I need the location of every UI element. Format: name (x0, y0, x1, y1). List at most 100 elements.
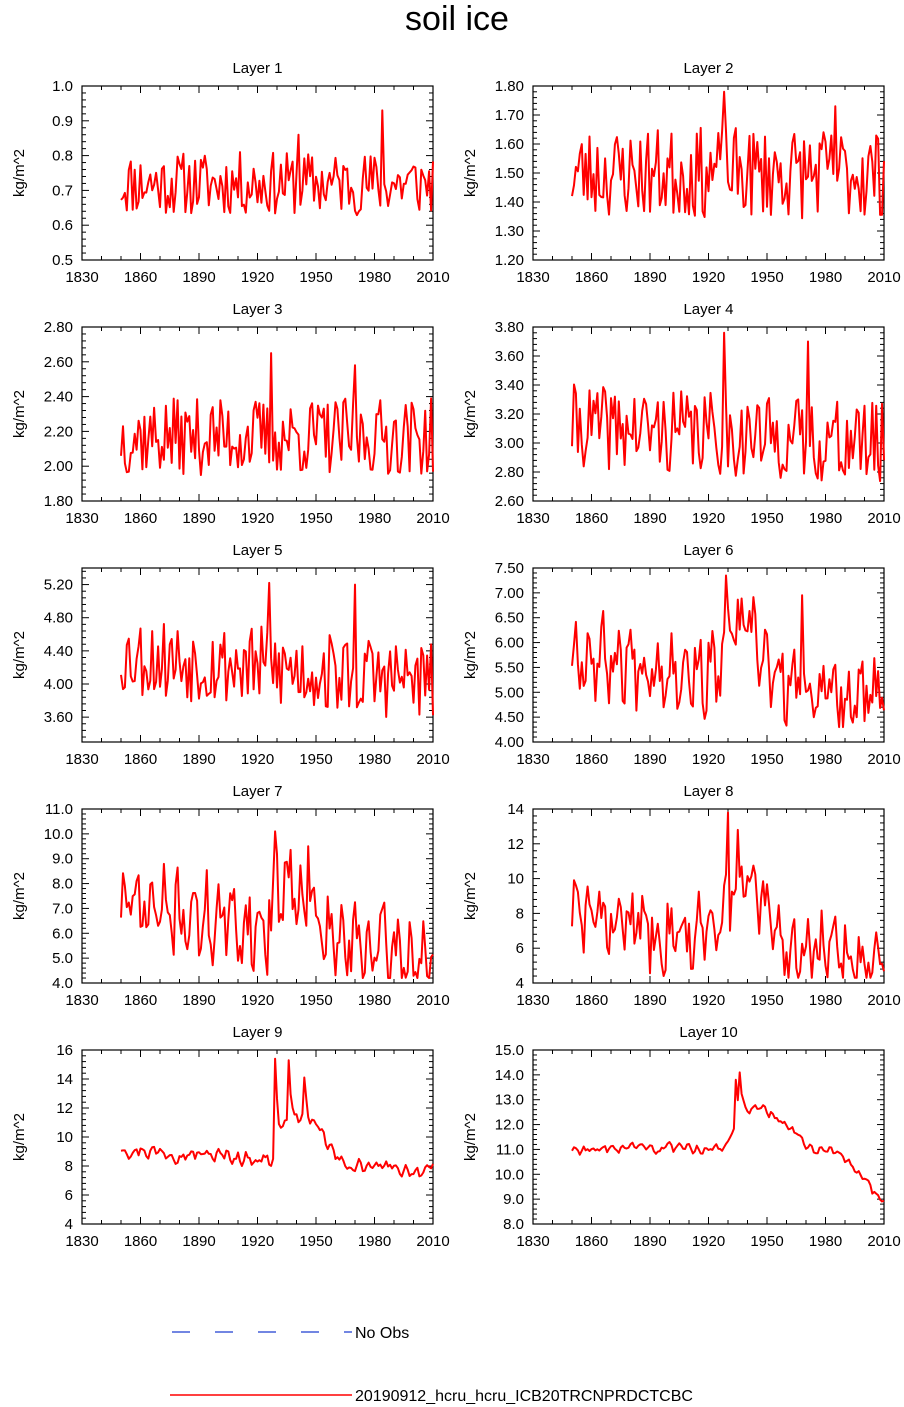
y-tick-label: 3.80 (495, 319, 524, 336)
y-tick-label: 3.20 (495, 406, 524, 423)
y-tick-label: 7.0 (52, 900, 73, 917)
y-tick-label: 4.40 (44, 643, 73, 660)
x-tick-label: 1920 (692, 510, 725, 527)
x-tick-label: 2010 (867, 1233, 900, 1250)
x-tick-label: 1890 (182, 510, 215, 527)
x-tick-label: 1980 (358, 992, 391, 1009)
x-tick-label: 1950 (750, 751, 783, 768)
y-tick-label: 1.70 (495, 107, 524, 124)
panel-title: Layer 5 (232, 542, 282, 559)
x-tick-label: 1830 (516, 269, 549, 286)
y-tick-label: 2.60 (44, 354, 73, 371)
x-tick-label: 1830 (65, 992, 98, 1009)
x-tick-label: 2010 (416, 510, 449, 527)
panel-layer-1: Layer 1 kg/m^2 1830 1860 1890 1920 1950 1980 201… (11, 60, 450, 286)
x-tick-label: 1830 (516, 751, 549, 768)
y-tick-label: 3.60 (495, 348, 524, 365)
x-tick-label: 1920 (241, 992, 274, 1009)
x-tick-label: 1980 (809, 1233, 842, 1250)
series-line (571, 90, 885, 220)
x-tick-label: 1950 (750, 269, 783, 286)
y-tick-label: 10.0 (495, 1166, 524, 1183)
panel-layer-4: Layer 4 kg/m^2 1830 1860 1890 1920 1950 1980 201… (462, 301, 901, 527)
y-tick-label: 1.80 (495, 78, 524, 95)
y-tick-label: 4.50 (495, 709, 524, 726)
x-tick-label: 1920 (692, 269, 725, 286)
x-tick-label: 2010 (867, 751, 900, 768)
y-axis-label: kg/m^2 (462, 872, 479, 920)
x-tick-label: 1950 (299, 269, 332, 286)
panel-layer-6: Layer 6 kg/m^2 1830 1860 1890 1920 1950 1980 201… (462, 542, 901, 768)
x-tick-label: 1830 (65, 269, 98, 286)
x-tick-label: 2010 (416, 751, 449, 768)
plot-frame (532, 1049, 885, 1225)
series-line (120, 109, 434, 217)
x-tick-label: 1860 (124, 1233, 157, 1250)
y-axis-label: kg/m^2 (462, 631, 479, 679)
y-tick-label: 4 (516, 975, 524, 992)
x-tick-label: 1950 (299, 1233, 332, 1250)
y-tick-label: 14.0 (495, 1067, 524, 1084)
x-tick-label: 1860 (124, 751, 157, 768)
x-tick-label: 1920 (241, 751, 274, 768)
x-tick-label: 1860 (575, 269, 608, 286)
x-tick-label: 1830 (516, 1233, 549, 1250)
y-tick-label: 2.60 (495, 493, 524, 510)
panel-title: Layer 10 (679, 1024, 737, 1041)
x-tick-label: 1860 (124, 510, 157, 527)
x-tick-label: 1890 (633, 992, 666, 1009)
y-tick-label: 2.20 (44, 423, 73, 440)
x-tick-label: 1950 (750, 992, 783, 1009)
y-axis-label: kg/m^2 (462, 1113, 479, 1161)
panel-layer-3: Layer 3 kg/m^2 1830 1860 1890 1920 1950 1980 201… (11, 301, 450, 527)
y-axis-label: kg/m^2 (11, 872, 28, 920)
y-tick-label: 7.50 (495, 560, 524, 577)
y-tick-label: 3.00 (495, 435, 524, 452)
y-tick-label: 6.0 (52, 925, 73, 942)
x-tick-label: 1890 (182, 992, 215, 1009)
x-tick-label: 1860 (124, 992, 157, 1009)
y-tick-label: 8.0 (503, 1216, 524, 1233)
x-tick-label: 1920 (692, 751, 725, 768)
y-tick-label: 11.0 (496, 1141, 524, 1158)
x-tick-label: 1920 (241, 1233, 274, 1250)
panel-layer-2: Layer 2 kg/m^2 1830 1860 1890 1920 1950 1980 201… (462, 60, 901, 286)
y-tick-label: 4.80 (44, 610, 73, 627)
y-tick-label: 12 (507, 836, 524, 853)
y-tick-label: 2.80 (44, 319, 73, 336)
plot-frame (81, 567, 434, 743)
x-tick-label: 1860 (575, 992, 608, 1009)
y-tick-label: 4.0 (52, 975, 73, 992)
y-tick-label: 1.20 (495, 252, 524, 269)
x-tick-label: 1950 (299, 992, 332, 1009)
y-tick-label: 7.00 (495, 585, 524, 602)
panel-title: Layer 8 (683, 783, 733, 800)
y-tick-label: 6 (516, 940, 524, 957)
y-tick-label: 2.40 (44, 389, 73, 406)
panel-layer-8: Layer 8 kg/m^2 1830 1860 1890 1920 1950 1980 201… (462, 783, 901, 1009)
x-tick-label: 2010 (867, 992, 900, 1009)
panels: Layer 1 kg/m^2 1830 1860 1890 1920 1950 1980 201… (11, 60, 901, 1250)
legend-label-model: 20190912_hcru_hcru_ICB20TRCNPRDCTCBC (355, 1388, 693, 1405)
y-tick-label: 1.40 (495, 194, 524, 211)
y-axis-label: kg/m^2 (11, 149, 28, 197)
series-line (120, 1057, 434, 1178)
series-line (571, 811, 885, 979)
plot-frame (532, 326, 885, 502)
x-tick-label: 1890 (633, 510, 666, 527)
y-tick-label: 8 (65, 1158, 73, 1175)
y-tick-label: 3.40 (495, 377, 524, 394)
x-tick-label: 1860 (575, 751, 608, 768)
x-tick-label: 1980 (809, 992, 842, 1009)
x-tick-label: 1860 (575, 510, 608, 527)
panel-title: Layer 9 (232, 1024, 282, 1041)
y-axis-label: kg/m^2 (462, 390, 479, 438)
panel-layer-10: Layer 10 kg/m^2 1830 1860 1890 1920 1950 1980 20… (462, 1024, 901, 1250)
y-tick-label: 10 (507, 871, 524, 888)
y-tick-label: 15.0 (495, 1042, 524, 1059)
x-tick-label: 1830 (65, 751, 98, 768)
panel-title: Layer 3 (232, 301, 282, 318)
y-tick-label: 1.30 (495, 223, 524, 240)
y-tick-label: 1.60 (495, 136, 524, 153)
